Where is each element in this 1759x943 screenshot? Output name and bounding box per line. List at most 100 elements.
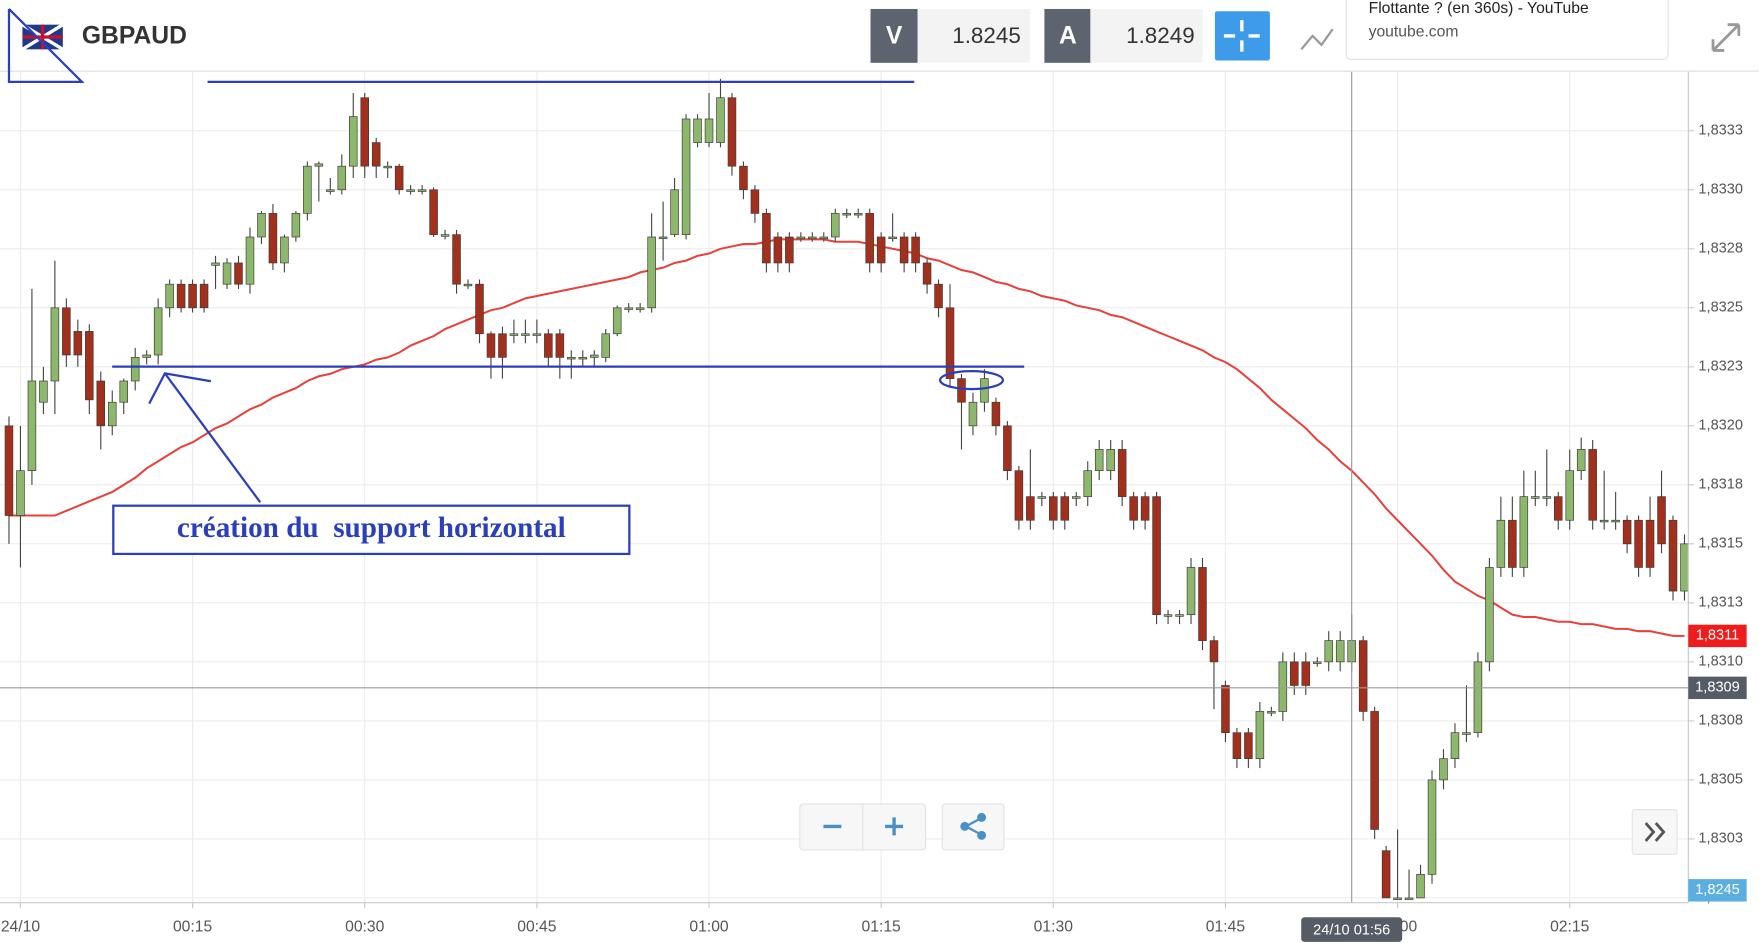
candle-body: [1645, 519, 1655, 568]
candle-body: [371, 142, 381, 167]
candle-body: [360, 97, 369, 167]
candle-body: [1531, 496, 1540, 499]
chart-type-icon[interactable]: [1300, 28, 1334, 51]
candle-body: [1485, 567, 1494, 663]
candle-body: [1519, 496, 1529, 568]
candle-body: [1106, 449, 1115, 472]
candle-body: [257, 213, 266, 238]
candle-body: [326, 189, 335, 192]
candle-body: [567, 357, 576, 360]
candle-body: [808, 236, 817, 240]
candle-body: [383, 165, 392, 169]
candle-body: [578, 357, 588, 360]
y-tick-label: 1,8313: [1698, 595, 1743, 611]
ask-tag: [1688, 879, 1747, 902]
candle-body: [314, 163, 324, 167]
candle-body: [280, 236, 289, 264]
sell-price-box: [917, 8, 1030, 63]
candle-body: [957, 378, 966, 403]
candle-body: [406, 189, 415, 192]
candle-body: [1198, 567, 1207, 641]
x-tick-label: 00:15: [173, 918, 213, 935]
candle-body: [1542, 496, 1552, 499]
x-tick-label: 01:00: [689, 918, 729, 935]
sell-price: 1.8245: [952, 23, 1021, 48]
crosshair-button[interactable]: [1214, 11, 1270, 61]
candle-body: [440, 234, 450, 237]
candle-body: [119, 380, 128, 403]
candle-body: [417, 189, 427, 192]
popup[interactable]: Flottante ? (en 360s) - YouTube youtube.…: [1345, 0, 1669, 60]
candle-body: [899, 236, 909, 264]
y-tick-label: 1,8330: [1698, 182, 1743, 198]
x-tick-label: 00:45: [517, 918, 557, 935]
candle-body: [452, 234, 461, 285]
candle-body: [394, 165, 404, 191]
candle-body: [1576, 449, 1586, 472]
candle-body: [1083, 470, 1092, 497]
candle-body: [429, 189, 438, 235]
candle-body: [199, 283, 209, 309]
candle-body: [589, 354, 599, 358]
buy-price-box: [1090, 8, 1203, 63]
candle-body: [303, 165, 312, 214]
candle-body: [27, 380, 37, 472]
candle-body: [348, 116, 358, 167]
candle-body: [165, 283, 174, 309]
crosshair-price-tag: [1688, 676, 1747, 700]
candle-body: [130, 357, 140, 382]
x-tick-label: 02:15: [1550, 918, 1590, 935]
x-tick-label: 01:15: [862, 918, 902, 935]
y-tick-label: 1,8318: [1698, 477, 1743, 493]
candle-body: [1553, 496, 1563, 521]
candle-body: [739, 165, 748, 191]
candle-body: [62, 307, 71, 356]
candle-body: [222, 262, 232, 285]
candle-body: [1599, 519, 1609, 523]
candle-body: [693, 118, 702, 143]
candle-body: [1049, 496, 1058, 521]
candle-body: [1117, 449, 1127, 497]
candle-body: [1209, 640, 1219, 663]
candle-body: [486, 333, 496, 358]
candle-body: [934, 283, 943, 309]
candle-body: [991, 401, 1001, 427]
triangle-drawing: [7, 8, 85, 83]
scroll-right[interactable]: [1631, 809, 1678, 855]
y-tick-label: 1,8325: [1698, 300, 1743, 316]
candle-body: [1152, 496, 1161, 615]
share-button[interactable]: [941, 803, 1005, 851]
candle-body: [1278, 661, 1288, 712]
candle-body: [475, 283, 484, 335]
y-tick-label: 1,8303: [1698, 831, 1743, 847]
candle-body: [1244, 732, 1253, 759]
candle-body: [1140, 496, 1150, 521]
candle-body: [1416, 873, 1425, 899]
candle-body: [142, 354, 151, 358]
candle-body: [1496, 519, 1506, 568]
candle-body: [1427, 779, 1437, 875]
candle-body: [647, 236, 656, 309]
y-tick-label: 1,8333: [1698, 123, 1743, 139]
candle-body: [1094, 449, 1104, 472]
candle-body: [704, 118, 714, 143]
candle-body: [658, 236, 668, 240]
candle-body: [1267, 711, 1276, 714]
candle-body: [612, 307, 622, 335]
candle-body: [39, 380, 48, 403]
candle-body: [1290, 661, 1299, 686]
candle-body: [1611, 519, 1620, 523]
candle-body: [509, 333, 519, 336]
candle-body: [716, 97, 725, 143]
candle-body: [107, 401, 117, 427]
candle-body: [555, 333, 565, 358]
candle-body: [1221, 685, 1230, 734]
sell-button[interactable]: [870, 8, 918, 63]
candle-body: [865, 213, 874, 264]
candle-body: [1026, 496, 1035, 521]
expand-icon[interactable]: [1711, 23, 1741, 52]
buy-button[interactable]: [1044, 8, 1091, 63]
crosshair-time-label: 24/10 01:56: [1313, 923, 1390, 939]
zoom-in[interactable]: [885, 817, 904, 836]
